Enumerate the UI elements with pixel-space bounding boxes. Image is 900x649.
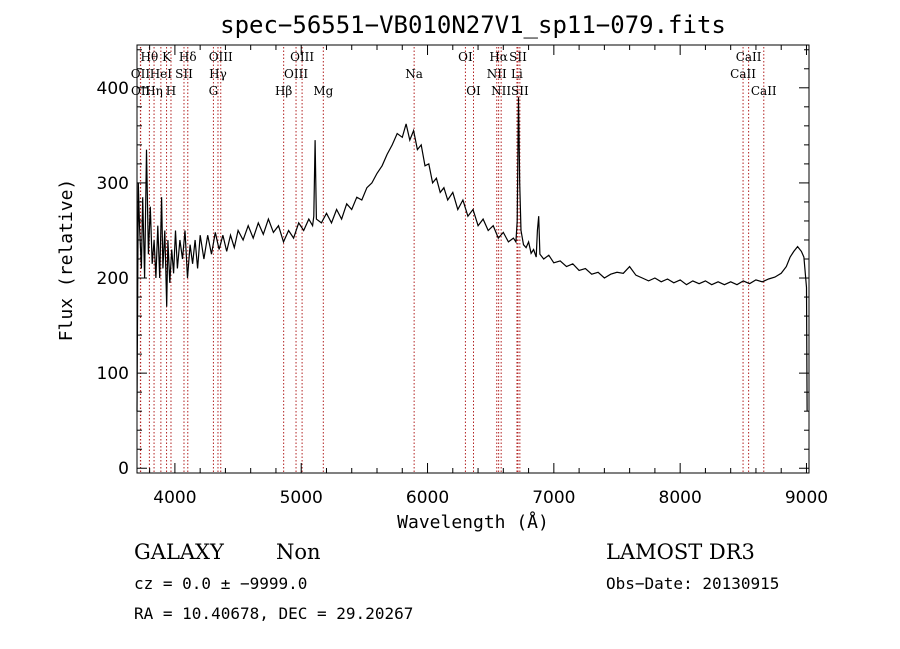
spectral-line-label: Hγ [209, 67, 227, 81]
obs-date: Obs−Date: 20130915 [606, 574, 779, 593]
y-axis-ticks: 0 100 200 300 400 [97, 49, 809, 479]
spectral-line-markers [139, 47, 765, 473]
spectral-line-label: H [166, 84, 176, 98]
spectral-line-label: OIII [290, 50, 314, 64]
spectral-line-label: NII [491, 84, 511, 98]
y-tick-label: 0 [118, 459, 129, 479]
y-tick-label: 100 [97, 364, 129, 384]
spectral-line-labels: OIIOIIHθHηHeIKHSIIHδGHγOIIIHβOIIIOIIIMgN… [131, 50, 777, 98]
object-class: GALAXY [134, 540, 225, 564]
y-tick-label: 300 [97, 174, 129, 194]
spectral-line-label: Hα [489, 50, 508, 64]
spectral-line-label: Mg [313, 84, 333, 98]
spectral-line-label: Hδ [179, 50, 197, 64]
spectral-line-label: K [162, 50, 172, 64]
spectral-line-label: OII [131, 67, 151, 81]
x-tick-label: 6000 [406, 488, 449, 508]
y-axis-label: Flux (relative) [56, 179, 77, 342]
spectral-line-label: CaII [736, 50, 762, 64]
x-tick-label: 4000 [153, 488, 196, 508]
spectral-line-label: G [209, 84, 219, 98]
spectrum-line [136, 97, 808, 412]
redshift-cz: cz = 0.0 ± −9999.0 [134, 574, 307, 593]
spectral-line-label: SII [509, 50, 527, 64]
spectral-line-label: Na [405, 67, 423, 81]
spectral-line-label: OI [458, 50, 473, 64]
spectral-line-label: Hθ [141, 50, 159, 64]
x-tick-label: 5000 [280, 488, 323, 508]
spectral-line-label: CaII [751, 84, 777, 98]
ra-dec-coords: RA = 10.40678, DEC = 29.20267 [134, 604, 413, 623]
x-tick-label: 9000 [785, 488, 828, 508]
y-tick-label: 200 [97, 269, 129, 289]
survey-name: LAMOST DR3 [606, 540, 755, 564]
spectral-line-label: OIII [209, 50, 233, 64]
y-tick-label: 400 [97, 79, 129, 99]
chart-title: spec−56551−VB010N27V1_sp11−079.fits [220, 11, 726, 39]
spectral-line-label: OI [466, 84, 481, 98]
x-axis-ticks: 4000 5000 6000 7000 8000 9000 [149, 45, 828, 508]
plot-frame [136, 44, 810, 474]
spectral-line-label: SII [175, 67, 193, 81]
x-tick-label: 7000 [532, 488, 575, 508]
spectral-line-label: SII [511, 84, 529, 98]
spectral-line-label: Hη [145, 84, 163, 98]
spectral-line-label: Hβ [275, 84, 292, 98]
spectral-line-label: NII [487, 67, 507, 81]
spectral-line-label: Li [511, 67, 523, 81]
object-subclass: Non [276, 540, 321, 564]
spectral-line-label: CaII [730, 67, 756, 81]
spectral-line-label: OIII [284, 67, 308, 81]
spectral-line-label: HeI [150, 67, 173, 81]
x-axis-label: Wavelength (Å) [397, 511, 549, 533]
x-tick-label: 8000 [659, 488, 702, 508]
